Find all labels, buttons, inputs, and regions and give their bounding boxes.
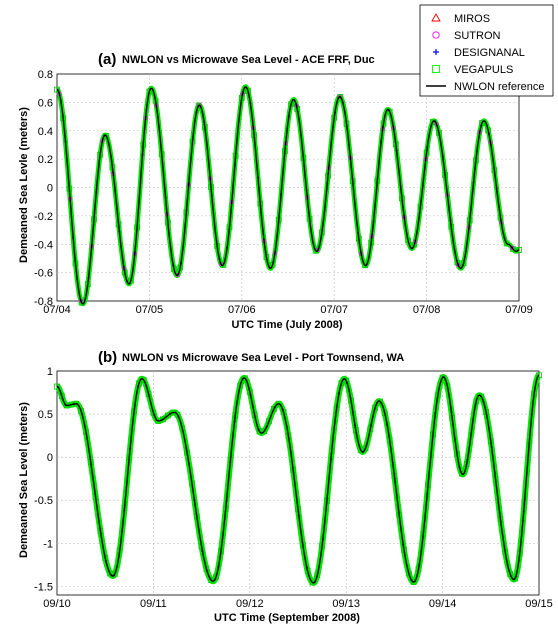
legend-item: MIROS <box>431 13 490 25</box>
x-tick-label: 07/09 <box>505 304 533 316</box>
legend-label: SUTRON <box>454 30 501 42</box>
vegapuls-marker <box>111 570 118 577</box>
panel-a: (a) NWLON vs Microwave Sea Level - ACE F… <box>18 51 533 331</box>
y-tick-label: 0.8 <box>38 69 53 81</box>
legend-item: SUTRON <box>432 30 501 42</box>
legend-item: NWLON reference <box>426 81 544 93</box>
vegapuls-marker <box>536 372 542 379</box>
vegapuls-marker <box>372 404 379 411</box>
y-tick-label: 0.2 <box>38 154 53 166</box>
panel-a-ticks: 07/04 07/05 07/06 07/07 07/08 07/09 0.8 0.6 0.4 0… <box>34 69 533 316</box>
y-tick-label: -1 <box>43 538 53 550</box>
panel-a-label: (a) <box>98 51 116 68</box>
y-tick-label: -0.4 <box>34 239 53 251</box>
vegapuls-marker <box>411 241 418 248</box>
vegapuls-marker <box>478 393 485 400</box>
x-tick-label: 07/07 <box>320 304 348 316</box>
panel-a-y-axis-label: Demeaned Sea Levle (meters) <box>18 107 30 263</box>
panel-b: (b) NWLON vs Microwave Sea Level - Port … <box>18 349 553 624</box>
vegapuls-marker <box>386 108 393 115</box>
y-tick-label: -0.6 <box>34 268 53 280</box>
x-tick-label: 07/05 <box>136 304 164 316</box>
x-tick-label: 09/14 <box>429 598 457 610</box>
vegapuls-marker <box>140 377 147 384</box>
y-tick-label: 0 <box>47 452 53 464</box>
legend-item: VEGAPULS <box>432 64 513 76</box>
x-tick-label: 09/13 <box>332 598 360 610</box>
panel-b-y-axis-label: Demeaned Sea Level (meters) <box>18 402 30 558</box>
panel-b-label: (b) <box>98 349 117 366</box>
legend-label: DESIGNANAL <box>454 47 525 59</box>
legend-label: MIROS <box>454 13 490 25</box>
vegapuls-marker <box>503 240 510 247</box>
legend-label: NWLON reference <box>454 81 544 93</box>
x-tick-label: 07/08 <box>413 304 441 316</box>
vegapuls-marker <box>54 383 60 390</box>
vegapuls-marker <box>58 393 65 399</box>
x-tick-label: 09/11 <box>140 598 167 610</box>
sutron-marker <box>509 245 515 250</box>
panel-a-title: NWLON vs Microwave Sea Level - ACE FRF, … <box>122 54 375 66</box>
legend-triangle-icon <box>431 13 441 22</box>
vegapuls-marker <box>174 411 181 418</box>
y-tick-label: 0.6 <box>38 97 53 109</box>
vegapuls-marker <box>275 400 282 407</box>
y-tick-label: -0.5 <box>34 495 53 507</box>
y-tick-label: 0 <box>47 183 53 195</box>
vegapuls-marker <box>507 571 513 577</box>
y-tick-label: 1 <box>47 366 53 378</box>
sutron-marker <box>197 103 202 108</box>
legend-circle-icon <box>432 31 440 39</box>
legend-square-icon <box>432 65 440 73</box>
panel-a-x-axis-label: UTC Time (July 2008) <box>231 319 342 331</box>
y-tick-label: 0.5 <box>38 409 53 421</box>
x-tick-label: 09/10 <box>43 598 71 610</box>
vegapuls-marker <box>516 247 522 253</box>
x-tick-label: 07/04 <box>43 304 71 316</box>
vegapuls-marker <box>261 428 268 434</box>
series-nwlon-reference <box>56 374 540 584</box>
panel-b-series <box>54 372 542 586</box>
x-tick-label: 09/15 <box>525 598 553 610</box>
legend-label: VEGAPULS <box>454 64 513 76</box>
panel-b-x-axis-label: UTC Time (September 2008) <box>214 612 360 624</box>
vegapuls-marker <box>362 445 369 452</box>
legend-box <box>419 4 554 97</box>
vegapuls-marker <box>54 86 60 93</box>
y-tick-label: 0.4 <box>38 126 53 138</box>
series-nwlon-reference <box>56 86 520 305</box>
x-tick-label: 07/06 <box>228 304 256 316</box>
legend-item: DESIGNANAL <box>433 47 525 59</box>
panel-a-grid <box>57 74 519 301</box>
y-tick-label: -0.8 <box>34 296 53 308</box>
y-tick-label: -0.2 <box>34 211 53 223</box>
panel-b-ticks: 09/10 09/11 09/12 09/13 09/14 09/15 1 0.5 0 -0.5 -… <box>34 366 553 610</box>
vegapuls-marker <box>266 418 272 424</box>
vegapuls-marker <box>270 406 277 412</box>
legend: MIROS SUTRON DESIGNANAL VEGAPULS NWLON refer… <box>419 4 554 97</box>
vegapuls-marker <box>410 579 417 585</box>
sutron-marker <box>337 94 342 99</box>
panel-a-series <box>54 84 522 307</box>
x-tick-label: 09/12 <box>236 598 264 610</box>
y-tick-label: -1.5 <box>34 581 53 593</box>
vegapuls-marker <box>160 416 166 423</box>
legend-plus-icon <box>433 49 439 55</box>
panel-b-title: NWLON vs Microwave Sea Level - Port Town… <box>122 352 404 364</box>
vegapuls-marker <box>362 262 368 269</box>
vegapuls-marker <box>213 573 219 580</box>
panel-b-grid <box>57 371 539 595</box>
